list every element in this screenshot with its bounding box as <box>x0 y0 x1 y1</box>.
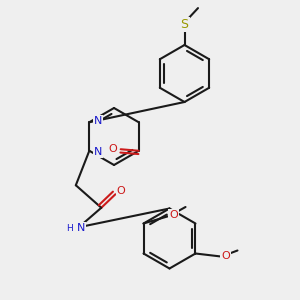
Text: O: O <box>169 210 178 220</box>
Text: H: H <box>66 224 73 233</box>
Text: N: N <box>77 223 86 233</box>
Text: N: N <box>94 147 102 157</box>
Text: O: O <box>221 251 230 261</box>
Text: S: S <box>181 18 188 31</box>
Text: N: N <box>94 116 102 126</box>
Text: O: O <box>116 186 125 196</box>
Text: O: O <box>108 144 117 154</box>
